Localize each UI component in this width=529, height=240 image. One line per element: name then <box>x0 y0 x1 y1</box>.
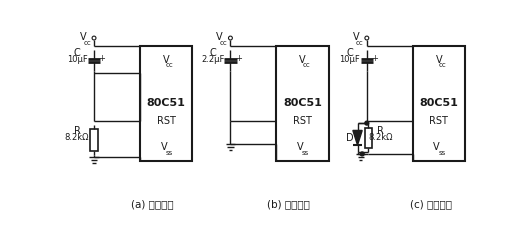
Text: cc: cc <box>439 62 446 68</box>
Text: cc: cc <box>303 62 310 68</box>
Text: 8.2kΩ: 8.2kΩ <box>65 133 89 142</box>
Bar <box>90 129 98 151</box>
Text: 8.2kΩ: 8.2kΩ <box>369 133 393 142</box>
Circle shape <box>360 152 364 156</box>
Bar <box>413 46 465 161</box>
Text: RST: RST <box>157 116 176 126</box>
Text: +: + <box>98 54 105 63</box>
Text: 10μF: 10μF <box>340 55 360 64</box>
Text: RST: RST <box>430 116 449 126</box>
Text: V: V <box>216 32 223 42</box>
Circle shape <box>365 121 369 125</box>
Bar <box>364 127 372 148</box>
Text: V: V <box>433 142 440 152</box>
Text: D: D <box>346 133 353 143</box>
Polygon shape <box>353 131 362 145</box>
Text: cc: cc <box>356 40 364 46</box>
Text: (a) 典型电路: (a) 典型电路 <box>131 199 174 209</box>
Text: ss: ss <box>302 150 309 156</box>
Bar <box>140 46 193 161</box>
Text: 80C51: 80C51 <box>419 98 458 108</box>
Text: ss: ss <box>439 150 445 156</box>
Text: V: V <box>160 142 167 152</box>
Text: cc: cc <box>83 40 91 46</box>
Text: ss: ss <box>166 150 173 156</box>
Text: (b) 简化电路: (b) 简化电路 <box>267 199 310 209</box>
Text: 80C51: 80C51 <box>283 98 322 108</box>
Text: cc: cc <box>166 62 174 68</box>
Text: R: R <box>377 126 384 136</box>
Text: V: V <box>353 32 359 42</box>
Text: V: V <box>80 32 86 42</box>
Text: RST: RST <box>293 116 312 126</box>
Text: V: V <box>163 55 169 65</box>
Text: +: + <box>235 54 242 63</box>
Text: C: C <box>74 48 80 59</box>
Text: cc: cc <box>220 40 227 46</box>
Text: V: V <box>435 55 442 65</box>
Text: 80C51: 80C51 <box>147 98 186 108</box>
Text: V: V <box>299 55 306 65</box>
Bar <box>276 46 329 161</box>
Text: V: V <box>297 142 304 152</box>
Text: (c) 改进电路: (c) 改进电路 <box>410 199 452 209</box>
Text: +: + <box>371 54 378 63</box>
Text: 10μF: 10μF <box>67 55 87 64</box>
Text: 2.2μF: 2.2μF <box>202 55 225 64</box>
Text: R: R <box>74 126 80 136</box>
Text: C: C <box>210 48 217 59</box>
Text: C: C <box>346 48 353 59</box>
